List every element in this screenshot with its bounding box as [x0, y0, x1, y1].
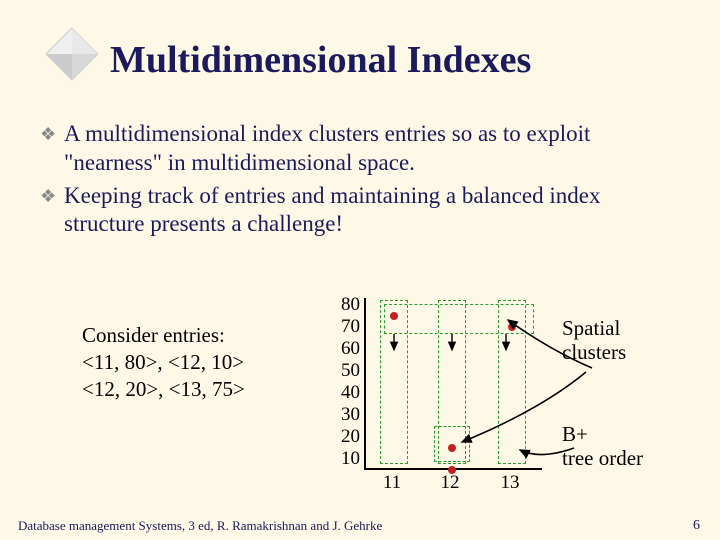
consider-line: <12, 20>, <13, 75>	[82, 376, 245, 403]
y-tick: 80	[326, 294, 360, 316]
plot-area	[364, 298, 542, 470]
data-point	[448, 444, 456, 452]
diamond-icon	[44, 26, 100, 82]
bullet-list: ❖ A multidimensional index clusters entr…	[40, 120, 680, 243]
bullet-text: Keeping track of entries and maintaining…	[64, 182, 680, 240]
scatter-chart: 80 70 60 50 40 30 20 10 11 12 13	[326, 294, 556, 490]
y-tick: 20	[326, 426, 360, 448]
page-number: 6	[693, 518, 700, 534]
bullet-icon: ❖	[40, 120, 64, 178]
bullet-item: ❖ A multidimensional index clusters entr…	[40, 120, 680, 178]
y-tick: 60	[326, 338, 360, 360]
y-tick: 50	[326, 360, 360, 382]
x-tick: 12	[441, 472, 460, 494]
bullet-text: A multidimensional index clusters entrie…	[64, 120, 680, 178]
y-axis-labels: 80 70 60 50 40 30 20 10	[326, 294, 360, 470]
slide-title: Multidimensional Indexes	[110, 38, 531, 82]
bullet-item: ❖ Keeping track of entries and maintaini…	[40, 182, 680, 240]
y-tick: 10	[326, 448, 360, 470]
x-tick: 11	[383, 472, 401, 494]
data-point	[508, 323, 516, 331]
bullet-icon: ❖	[40, 182, 64, 240]
y-tick: 30	[326, 404, 360, 426]
consider-line: Consider entries:	[82, 322, 245, 349]
y-tick: 40	[326, 382, 360, 404]
footer-citation: Database management Systems, 3 ed, R. Ra…	[18, 518, 382, 534]
btree-order-label: B+tree order	[562, 422, 643, 470]
x-tick: 13	[501, 472, 520, 494]
consider-entries-text: Consider entries: <11, 80>, <12, 10> <12…	[82, 322, 245, 403]
consider-line: <11, 80>, <12, 10>	[82, 349, 245, 376]
data-point	[390, 312, 398, 320]
spatial-clusters-label: Spatialclusters	[562, 316, 626, 364]
y-tick: 70	[326, 316, 360, 338]
